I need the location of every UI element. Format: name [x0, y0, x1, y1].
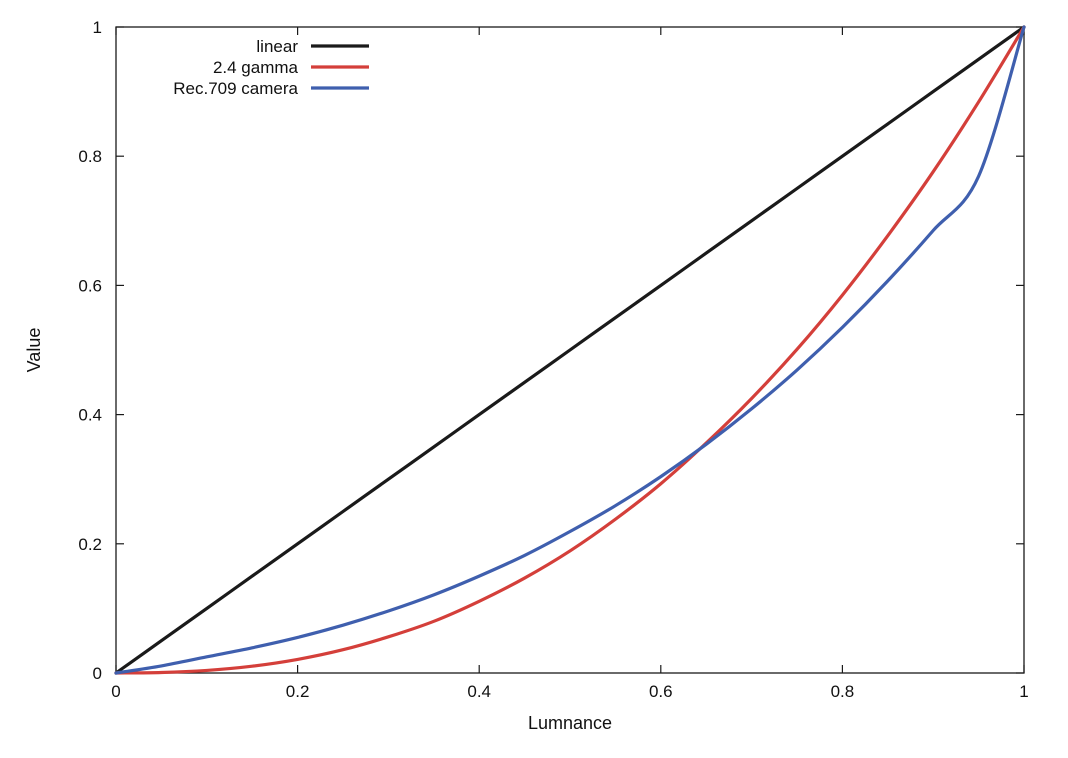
series-line-rec-709-camera — [114, 25, 1026, 675]
x-tick-label: 0.6 — [649, 682, 673, 701]
x-tick-label: 0 — [111, 682, 120, 701]
legend-label-2-4-gamma: 2.4 gamma — [213, 58, 299, 77]
series-line-linear — [114, 25, 1026, 675]
x-tick-label: 1 — [1019, 682, 1028, 701]
plot-frame — [115, 26, 1025, 674]
y-tick-label: 0.4 — [78, 406, 102, 425]
y-tick-label: 0.8 — [78, 147, 102, 166]
y-tick-label: 0 — [93, 664, 102, 683]
legend-label-rec-709-camera: Rec.709 camera — [173, 79, 298, 98]
x-tick-label: 0.2 — [286, 682, 310, 701]
y-tick-label: 1 — [93, 18, 102, 37]
series-layer — [114, 25, 1026, 675]
y-tick-label: 0.2 — [78, 535, 102, 554]
axes: 0 0.2 0.4 0.6 0.8 1 0 0.2 0.4 0.6 0.8 1 — [78, 18, 1028, 701]
legend-label-linear: linear — [256, 37, 298, 56]
series-line-2-4-gamma — [114, 25, 1026, 675]
x-tick-label: 0.4 — [467, 682, 491, 701]
y-tick-label: 0.6 — [78, 276, 102, 295]
x-tick-label: 0.8 — [831, 682, 855, 701]
x-axis-title: Lumnance — [528, 713, 612, 733]
y-axis-title: Value — [24, 328, 44, 373]
legend: linear 2.4 gamma Rec.709 camera — [173, 37, 369, 98]
